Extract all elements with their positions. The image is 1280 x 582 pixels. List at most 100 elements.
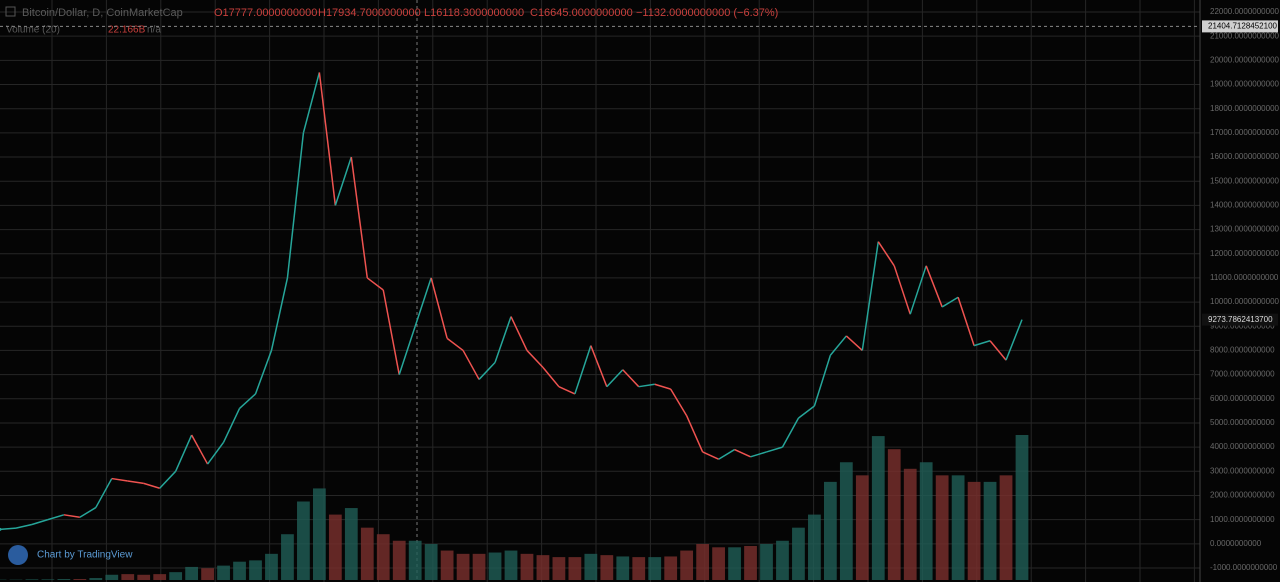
- price-segment: [127, 480, 144, 485]
- price-segment: [414, 277, 432, 327]
- volume-bar: [919, 462, 933, 580]
- change: −1132.0000000000 (−6.37%): [636, 7, 778, 19]
- volume-bar: [808, 514, 821, 580]
- volume-bar: [201, 568, 214, 580]
- y-tick-label: 9000.0000000000: [1210, 321, 1275, 330]
- volume-bar: [424, 544, 438, 580]
- price-segment: [526, 349, 544, 368]
- price-segment: [622, 369, 640, 388]
- volume-bar: [696, 544, 710, 580]
- low: L16118.3000000000: [424, 7, 524, 19]
- y-tick-label: 3000.0000000000: [1210, 466, 1275, 475]
- volume-bar: [903, 468, 917, 580]
- price-segment: [79, 506, 97, 518]
- tv-logo[interactable]: [8, 545, 28, 565]
- y-tick-label: 21000.0000000000: [1210, 31, 1280, 40]
- volume-bar: [233, 561, 246, 580]
- volume-bar: [999, 475, 1013, 580]
- volume-bar: [728, 547, 741, 580]
- price-segment: [494, 316, 512, 363]
- volume-value: 22.166B: [108, 25, 146, 36]
- price-segment: [239, 393, 257, 410]
- price-segment: [111, 477, 128, 482]
- price-segment: [446, 337, 464, 352]
- price-segment: [734, 448, 751, 458]
- price-segment: [829, 335, 847, 356]
- price-segment: [1005, 319, 1023, 361]
- price-segment: [190, 434, 209, 465]
- price-segment: [638, 383, 655, 388]
- price-segment: [685, 415, 704, 453]
- price-segment: [989, 340, 1007, 361]
- volume-bar: [360, 527, 374, 580]
- y-tick-label: -1000.0000000000: [1210, 563, 1278, 572]
- volume-bar: [887, 449, 901, 580]
- price-segment: [558, 386, 576, 395]
- volume-bar: [25, 579, 39, 580]
- price-segment: [510, 316, 528, 351]
- price-segment: [398, 326, 416, 375]
- volume-bar: [520, 553, 534, 580]
- y-tick-label: 5000.0000000000: [1210, 418, 1275, 427]
- volume-bar: [600, 555, 614, 580]
- volume-bar: [744, 545, 757, 580]
- y-tick-label: 22000.0000000000: [1210, 7, 1280, 16]
- y-tick-label: 18000.0000000000: [1210, 104, 1280, 113]
- price-segment: [877, 241, 895, 267]
- credit[interactable]: Chart by TradingView: [37, 550, 133, 561]
- volume-bar: [632, 557, 646, 580]
- volume-bar: [983, 481, 997, 580]
- y-tick-label: 6000.0000000000: [1210, 394, 1275, 403]
- y-tick-label: 14000.0000000000: [1210, 201, 1280, 210]
- y-tick-label: 2000.0000000000: [1210, 491, 1275, 500]
- volume-bar: [760, 544, 773, 580]
- price-segment: [654, 383, 671, 390]
- volume-bar: [951, 475, 965, 580]
- volume-bar: [328, 514, 342, 580]
- price-segment: [174, 434, 193, 472]
- price-segment: [382, 289, 400, 375]
- price-segment: [462, 350, 480, 380]
- price-segment: [750, 451, 767, 458]
- volume-bar: [568, 557, 582, 580]
- y-tick-label: 7000.0000000000: [1210, 370, 1275, 379]
- volume-bar: [664, 556, 678, 580]
- price-segment: [270, 277, 289, 351]
- price-segment: [861, 241, 880, 351]
- y-tick-label: 15000.0000000000: [1210, 176, 1280, 185]
- price-segment: [766, 446, 783, 453]
- price-segment: [845, 335, 863, 351]
- volume-bar: [552, 557, 566, 580]
- volume-bar: [169, 572, 183, 580]
- volume-bar: [265, 553, 278, 580]
- volume-bar: [839, 462, 853, 580]
- volume-bar: [249, 560, 262, 580]
- volume-bar: [73, 579, 87, 580]
- volume-label[interactable]: Volume (20): [6, 25, 60, 36]
- y-tick-label: 16000.0000000000: [1210, 152, 1280, 161]
- volume-bar: [488, 552, 502, 580]
- price-segment: [350, 156, 369, 279]
- price-segment: [797, 405, 815, 419]
- price-label: 9273.7862413700: [1208, 315, 1273, 324]
- y-tick-label: 4000.0000000000: [1210, 442, 1275, 451]
- price-segment: [941, 296, 959, 308]
- volume-bar: [648, 557, 662, 580]
- volume-bar: [41, 579, 55, 580]
- price-segment: [63, 514, 80, 518]
- symbol: Bitcoin/Dollar, D, CoinMarketCap: [22, 7, 183, 19]
- price-segment: [957, 297, 975, 346]
- symbol-icon: [5, 6, 16, 17]
- price-segment: [15, 523, 33, 529]
- price-segment: [813, 355, 832, 407]
- price-segment: [366, 277, 384, 291]
- volume-bar: [344, 508, 358, 580]
- volume-bar: [536, 555, 550, 580]
- price-segment: [542, 366, 560, 388]
- price-segment: [590, 345, 608, 387]
- price-box: [1202, 313, 1278, 326]
- volume-bar: [855, 475, 869, 580]
- price-segment: [718, 448, 735, 460]
